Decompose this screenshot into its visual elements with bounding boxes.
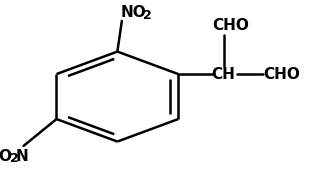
- Text: 2: 2: [10, 152, 18, 165]
- Text: 2: 2: [143, 9, 152, 22]
- Text: CHO: CHO: [212, 18, 249, 33]
- Text: CHO: CHO: [263, 67, 300, 82]
- Text: NO: NO: [120, 5, 146, 20]
- Text: O: O: [0, 149, 11, 164]
- Text: N: N: [16, 149, 29, 164]
- Text: CH: CH: [212, 67, 236, 82]
